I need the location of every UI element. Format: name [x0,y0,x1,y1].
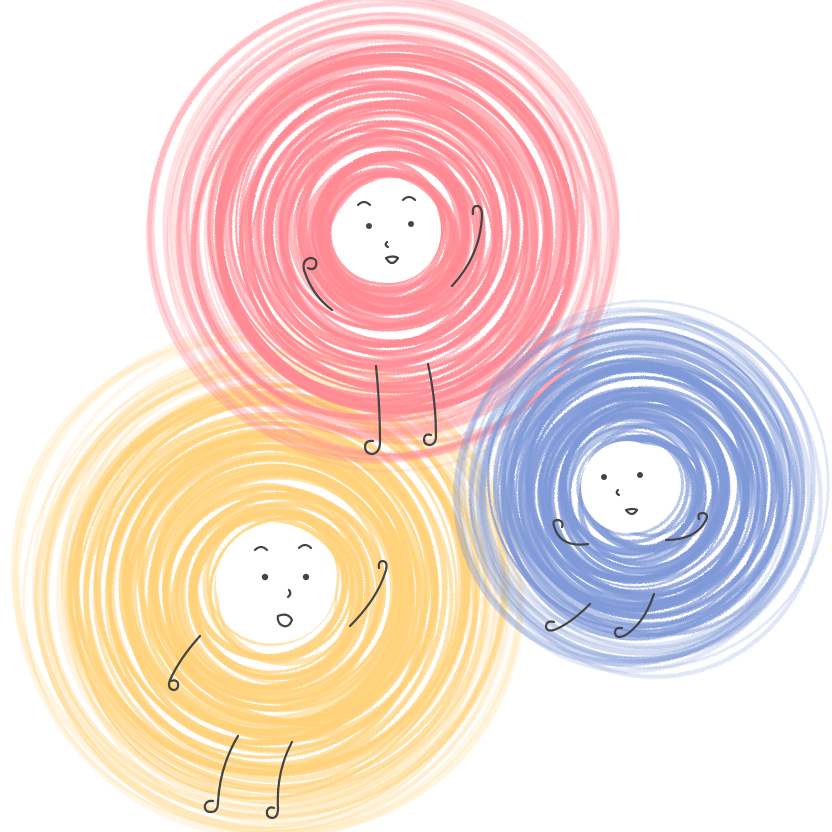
blue-character-mouth [624,507,639,516]
yellow-character [167,523,388,820]
red-character-right-leg [422,362,438,447]
yellow-character-right-eye [302,573,310,581]
blue-character-right-arm [664,511,709,542]
red-character-right-eye [408,221,414,227]
red-character-left-leg [363,364,382,456]
swirl-stroke [139,455,405,728]
blue-character-left-leg [544,602,592,632]
yellow-character-mouth [276,613,294,628]
yellow-character-left-arm [167,634,202,692]
swirl-stroke [165,473,396,705]
blue-character [544,441,709,639]
blue-character-nose [615,488,621,497]
swirl-stroke [458,306,806,674]
red-character-right-arm [450,204,484,288]
swirl-stroke [181,19,601,436]
red-character-face [337,179,441,283]
yellow-swirl [10,323,526,832]
yellow-character-nose [286,588,292,599]
red-character-left-brow [356,200,372,207]
swirl-stroke [162,485,382,704]
blue-character-left-arm [552,518,590,546]
red-character-mouth [384,255,400,265]
swirl-stroke [564,422,707,564]
yellow-character-left-leg [203,734,240,814]
swirl-stroke [287,120,498,328]
red-character-left-arm [302,256,334,312]
yellow-character-left-brow [253,545,269,552]
swirl-stroke [475,308,823,679]
yellow-character-right-arm [348,559,388,628]
yellow-character-right-leg [265,740,294,820]
red-character [302,179,484,456]
red-character-right-brow [401,195,417,202]
yellow-character-right-brow [297,543,313,550]
swirl-stroke [190,30,582,430]
blue-swirl [453,299,830,679]
blue-character-face [581,441,673,533]
red-character-left-eye [366,223,372,229]
swirl-stroke [518,375,755,613]
yellow-character-face [216,523,336,643]
blue-character-right-eye [637,472,643,478]
red-swirl [146,0,621,473]
swirl-stroke [124,444,414,746]
blue-character-left-eye [601,474,607,480]
red-character-nose [384,240,390,249]
blue-character-right-leg [613,592,656,639]
yellow-character-left-eye [261,573,269,581]
